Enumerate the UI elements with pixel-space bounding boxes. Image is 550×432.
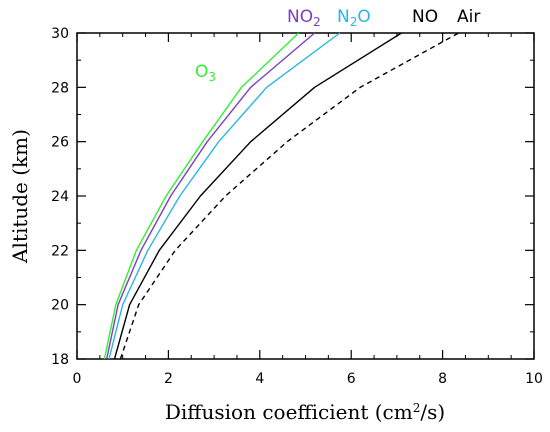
series-line-n2o (108, 32, 341, 360)
series-label-no2-main: NO (287, 7, 313, 27)
y-tick-label: 26 (51, 135, 69, 151)
series-label-n2o-main: N (337, 7, 350, 27)
series-line-o3 (103, 32, 300, 360)
series-label-n2o: N2O (337, 7, 371, 29)
series-label-o3-main: O (195, 62, 208, 82)
y-axis-title: Altitude (km) (8, 129, 32, 264)
x-tick-label: 0 (73, 371, 82, 387)
x-tick-label: 8 (438, 371, 447, 387)
x-tick-label: 10 (525, 371, 543, 387)
series-label-o3: O3 (195, 62, 216, 84)
x-axis-title-main: Diffusion coefficient (cm (165, 400, 413, 424)
series-label-o3-sub: 3 (208, 70, 216, 84)
y-tick-label: 18 (51, 352, 69, 368)
plot-frame (76, 32, 535, 360)
x-axis-title: Diffusion coefficient (cm2/s) (165, 400, 445, 424)
y-tick-label: 24 (51, 189, 69, 205)
series-label-no2-sub: 2 (313, 15, 321, 29)
x-axis-title-sup: 2 (413, 401, 421, 415)
x-axis-title-tail: /s) (420, 400, 445, 424)
series-line-no2 (106, 32, 316, 360)
y-tick-label: 28 (51, 80, 69, 96)
series-label-air: Air (457, 7, 480, 27)
series-label-n2o-tail: O (357, 7, 370, 27)
series-lines (103, 32, 459, 360)
x-tick-label: 6 (347, 371, 356, 387)
x-tick-label: 4 (255, 371, 264, 387)
x-tick-label: 2 (164, 371, 173, 387)
series-label-no: NO (412, 7, 438, 27)
series-label-n2o-sub: 2 (350, 15, 358, 29)
series-label-no2: NO2 (287, 7, 321, 29)
y-tick-label: 20 (51, 298, 69, 314)
series-line-no (113, 32, 402, 360)
y-tick-label: 22 (51, 243, 69, 259)
y-tick-label: 30 (51, 26, 69, 42)
series-line-air (119, 32, 459, 360)
